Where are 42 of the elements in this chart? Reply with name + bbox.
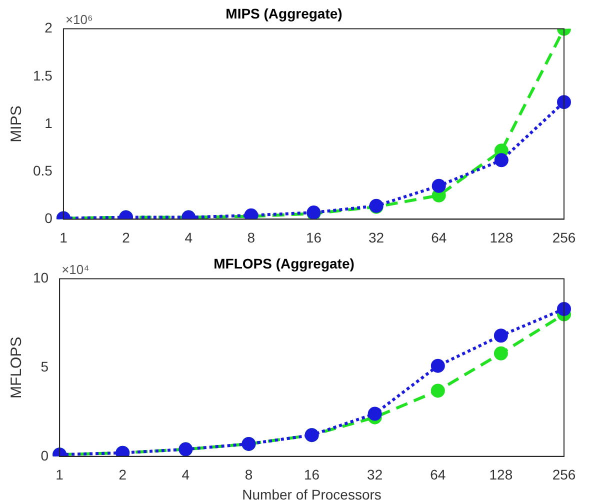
point (368, 406, 382, 421)
point (557, 95, 571, 110)
y-tick-label: 1 (44, 114, 53, 131)
y-tick-label: 1.5 (32, 67, 53, 84)
chart-title: MIPS (Aggregate) (226, 5, 342, 22)
x-tick-label: 128 (490, 229, 514, 246)
point (494, 346, 508, 360)
x-tick-label: 2 (122, 229, 130, 246)
y-tick-label: 0 (40, 447, 49, 464)
x-tick-label: 256 (552, 229, 576, 246)
x-tick-label: 256 (552, 466, 576, 483)
text: ×10⁶ (65, 12, 93, 27)
x-tick-label: 64 (430, 466, 446, 483)
y-axis-title: MIPS (8, 106, 26, 142)
point (430, 358, 445, 373)
x-tick-label: 16 (304, 466, 320, 483)
point (494, 328, 508, 343)
x-tick-label: 8 (244, 466, 253, 483)
x-tick-label: 4 (182, 466, 190, 483)
point (432, 178, 446, 193)
x-tick-label: 1 (60, 229, 68, 246)
x-tick-label: 64 (431, 229, 447, 246)
x-tick-label: 32 (368, 229, 384, 246)
y-tick-label: 0.5 (32, 162, 53, 178)
x-tick-label: 32 (367, 466, 383, 483)
x-tick-label: 8 (247, 229, 256, 246)
x-tick-label: 1 (56, 466, 64, 483)
point (430, 384, 445, 398)
y-axis-title: MFLOPS (8, 336, 26, 398)
x-axis-title: Number of Processors (242, 486, 382, 502)
y-tick-label: 2 (44, 20, 53, 36)
y-tick-label: 10 (32, 270, 49, 286)
x-tick-label: 128 (489, 466, 513, 483)
chart-title: MFLOPS (Aggregate) (214, 255, 354, 272)
x-tick-label: 4 (184, 229, 193, 246)
point (494, 153, 508, 168)
x-tick-label: 16 (306, 229, 322, 246)
text: ×10⁴ (62, 262, 90, 277)
y-tick-label: 5 (40, 358, 49, 374)
point (557, 302, 571, 316)
x-tick-label: 2 (118, 466, 127, 483)
y-tick-label: 0 (44, 210, 53, 226)
